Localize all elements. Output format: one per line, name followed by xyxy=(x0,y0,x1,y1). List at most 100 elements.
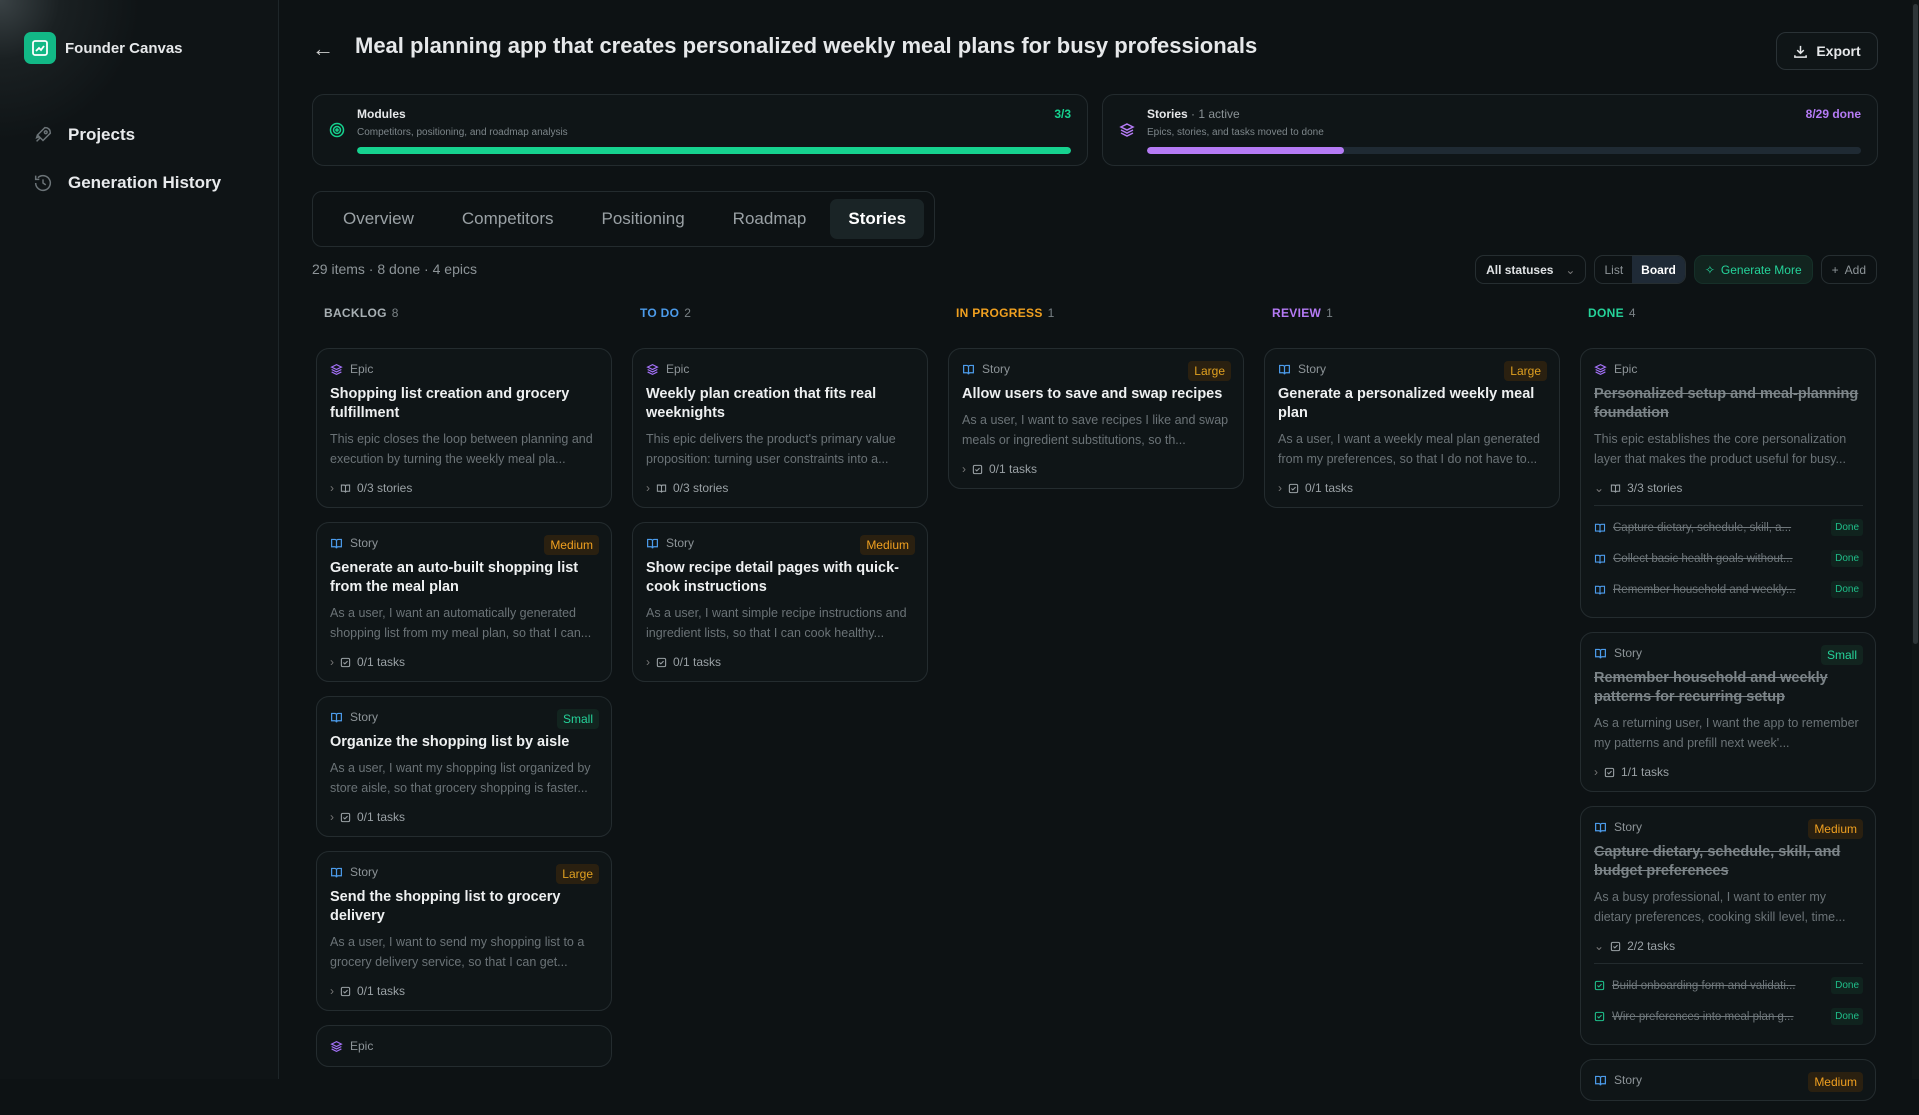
book-icon xyxy=(1594,554,1606,564)
column-header: BACKLOG 8 xyxy=(316,306,612,326)
card-expand-toggle[interactable]: › 0/1 tasks xyxy=(646,655,915,669)
card-type-label: Epic xyxy=(350,362,374,376)
tab-overview[interactable]: Overview xyxy=(343,209,414,228)
card-title: Organize the shopping list by aisle xyxy=(330,734,570,750)
sub-item[interactable]: Capture dietary, schedule, skill, a... Do… xyxy=(1594,512,1863,543)
card-expand-toggle[interactable]: › 0/3 stories xyxy=(330,481,599,495)
chart-logo-icon xyxy=(24,32,56,64)
column-title: REVIEW xyxy=(1272,306,1322,320)
app-logo[interactable]: Founder Canvas xyxy=(24,32,183,64)
sub-item[interactable]: Collect basic health goals without... Don… xyxy=(1594,543,1863,574)
book-icon xyxy=(1279,364,1290,374)
epic-card[interactable]: Epic Weekly plan creation that fits real… xyxy=(632,348,928,508)
add-label: Add xyxy=(1844,262,1866,277)
sub-item[interactable]: Remember household and weekly... Done xyxy=(1594,574,1863,605)
sub-item[interactable]: Wire preferences into meal plan g... Done xyxy=(1594,1001,1863,1032)
book-icon xyxy=(1595,822,1606,832)
card-description: This epic closes the loop between planni… xyxy=(330,432,593,466)
card-expand-toggle[interactable]: › 0/1 tasks xyxy=(330,810,599,824)
epic-card[interactable]: Epic xyxy=(316,1025,612,1067)
card-expand-toggle[interactable]: › 0/1 tasks xyxy=(330,655,599,669)
modules-progress-card: Modules Competitors, positioning, and ro… xyxy=(312,94,1088,166)
back-arrow-icon[interactable]: ← xyxy=(312,36,334,61)
chevron-right-icon: › xyxy=(962,462,966,476)
add-button[interactable]: + Add xyxy=(1820,255,1877,284)
card-description: As a user, I want an automatically gener… xyxy=(330,606,592,640)
checkbox-icon xyxy=(972,464,983,474)
story-card[interactable]: Story Medium xyxy=(1580,1059,1876,1101)
card-type-label: Story xyxy=(982,362,1011,376)
story-card[interactable]: Story Medium Capture dietary, schedule, … xyxy=(1580,806,1876,1045)
checkbox-icon xyxy=(1288,483,1299,493)
book-icon xyxy=(331,538,342,548)
tab-roadmap[interactable]: Roadmap xyxy=(732,209,807,228)
card-progress: 0/1 tasks xyxy=(1305,481,1354,495)
size-badge: Small xyxy=(1820,645,1863,665)
checkbox-icon xyxy=(1594,980,1605,991)
tab-competitors[interactable]: Competitors xyxy=(461,209,554,228)
card-description: As a returning user, I want the app to r… xyxy=(1594,716,1859,750)
status-badge: Done xyxy=(1831,550,1863,567)
chevron-right-icon: › xyxy=(1278,481,1282,495)
card-progress: 1/1 tasks xyxy=(1621,765,1670,779)
story-card[interactable]: Story Small Remember household and weekl… xyxy=(1580,632,1876,792)
card-expand-toggle[interactable]: › 0/1 tasks xyxy=(962,462,1231,476)
stories-progress-card: Stories · 1 active Epics, stories, and t… xyxy=(1102,94,1878,166)
status-filter-select[interactable]: All statuses ⌄ xyxy=(1475,255,1587,284)
story-card[interactable]: Story Medium Show recipe detail pages wi… xyxy=(632,522,928,682)
size-badge: Small xyxy=(556,709,599,729)
card-type-label: Story xyxy=(1614,1073,1643,1087)
checkbox-icon xyxy=(656,657,667,667)
card-expand-toggle[interactable]: › 0/3 stories xyxy=(646,481,915,495)
view-toggle: List Board xyxy=(1594,255,1686,284)
epic-card[interactable]: Epic Personalized setup and meal-plannin… xyxy=(1580,348,1876,618)
column-count: 4 xyxy=(1628,306,1636,320)
column-count: 2 xyxy=(684,306,692,320)
tab-stories[interactable]: Stories xyxy=(830,199,925,239)
column-header: REVIEW 1 xyxy=(1264,306,1560,326)
card-expand-toggle[interactable]: › 1/1 tasks xyxy=(1594,765,1863,779)
card-type: Story xyxy=(330,864,599,880)
card-expand-toggle[interactable]: › 0/1 tasks xyxy=(330,984,599,998)
modules-title: Modules xyxy=(357,107,406,121)
app-name: Founder Canvas xyxy=(65,39,183,57)
chevron-right-icon: › xyxy=(646,481,650,495)
tab-positioning[interactable]: Positioning xyxy=(601,209,685,228)
story-card[interactable]: Story Large Send the shopping list to gr… xyxy=(316,851,612,1011)
sidebar-item-generation-history[interactable]: Generation History xyxy=(32,172,221,194)
stories-title: Stories · 1 active xyxy=(1147,107,1240,121)
export-button[interactable]: Export xyxy=(1776,32,1878,70)
column-review: REVIEW 1 Story Large Generate a personali… xyxy=(1264,306,1560,1115)
chevron-down-icon: ⌄ xyxy=(1565,262,1576,277)
story-card[interactable]: Story Small Organize the shopping list b… xyxy=(316,696,612,837)
story-card[interactable]: Story Large Generate a personalized week… xyxy=(1264,348,1560,508)
status-filter-value: All statuses xyxy=(1486,262,1554,277)
card-progress: 0/1 tasks xyxy=(673,655,722,669)
column-title: IN PROGRESS xyxy=(956,306,1043,320)
column-header: TO DO 2 xyxy=(632,306,928,326)
card-type-label: Story xyxy=(666,536,695,550)
board-view-button[interactable]: Board xyxy=(1632,256,1685,283)
generate-more-button[interactable]: ✧ Generate More xyxy=(1693,255,1813,284)
story-card[interactable]: Story Large Allow users to save and swap… xyxy=(948,348,1244,489)
card-title: Show recipe detail pages with quick-cook… xyxy=(646,560,899,595)
card-description: This epic delivers the product's primary… xyxy=(646,432,896,466)
story-card[interactable]: Story Medium Generate an auto-built shop… xyxy=(316,522,612,682)
card-progress: 2/2 tasks xyxy=(1627,939,1676,953)
size-badge: Medium xyxy=(860,535,915,555)
book-icon xyxy=(1610,484,1621,493)
page-scrollbar[interactable] xyxy=(1912,0,1919,1079)
column-count: 1 xyxy=(1326,306,1334,320)
card-expand-toggle[interactable]: › 0/1 tasks xyxy=(1278,481,1547,495)
sidebar-item-projects[interactable]: Projects xyxy=(32,124,135,146)
target-icon xyxy=(329,122,345,138)
sub-item[interactable]: Build onboarding form and validati... Don… xyxy=(1594,970,1863,1001)
card-expand-toggle[interactable]: ⌄ 2/2 tasks xyxy=(1594,939,1863,953)
status-badge: Done xyxy=(1831,977,1863,994)
download-icon xyxy=(1794,45,1808,58)
epic-card[interactable]: Epic Shopping list creation and grocery … xyxy=(316,348,612,508)
modules-count: 3/3 xyxy=(1054,107,1071,121)
list-view-button[interactable]: List xyxy=(1604,262,1624,277)
card-type-label: Story xyxy=(350,536,379,550)
card-expand-toggle[interactable]: ⌄ 3/3 stories xyxy=(1594,481,1863,495)
